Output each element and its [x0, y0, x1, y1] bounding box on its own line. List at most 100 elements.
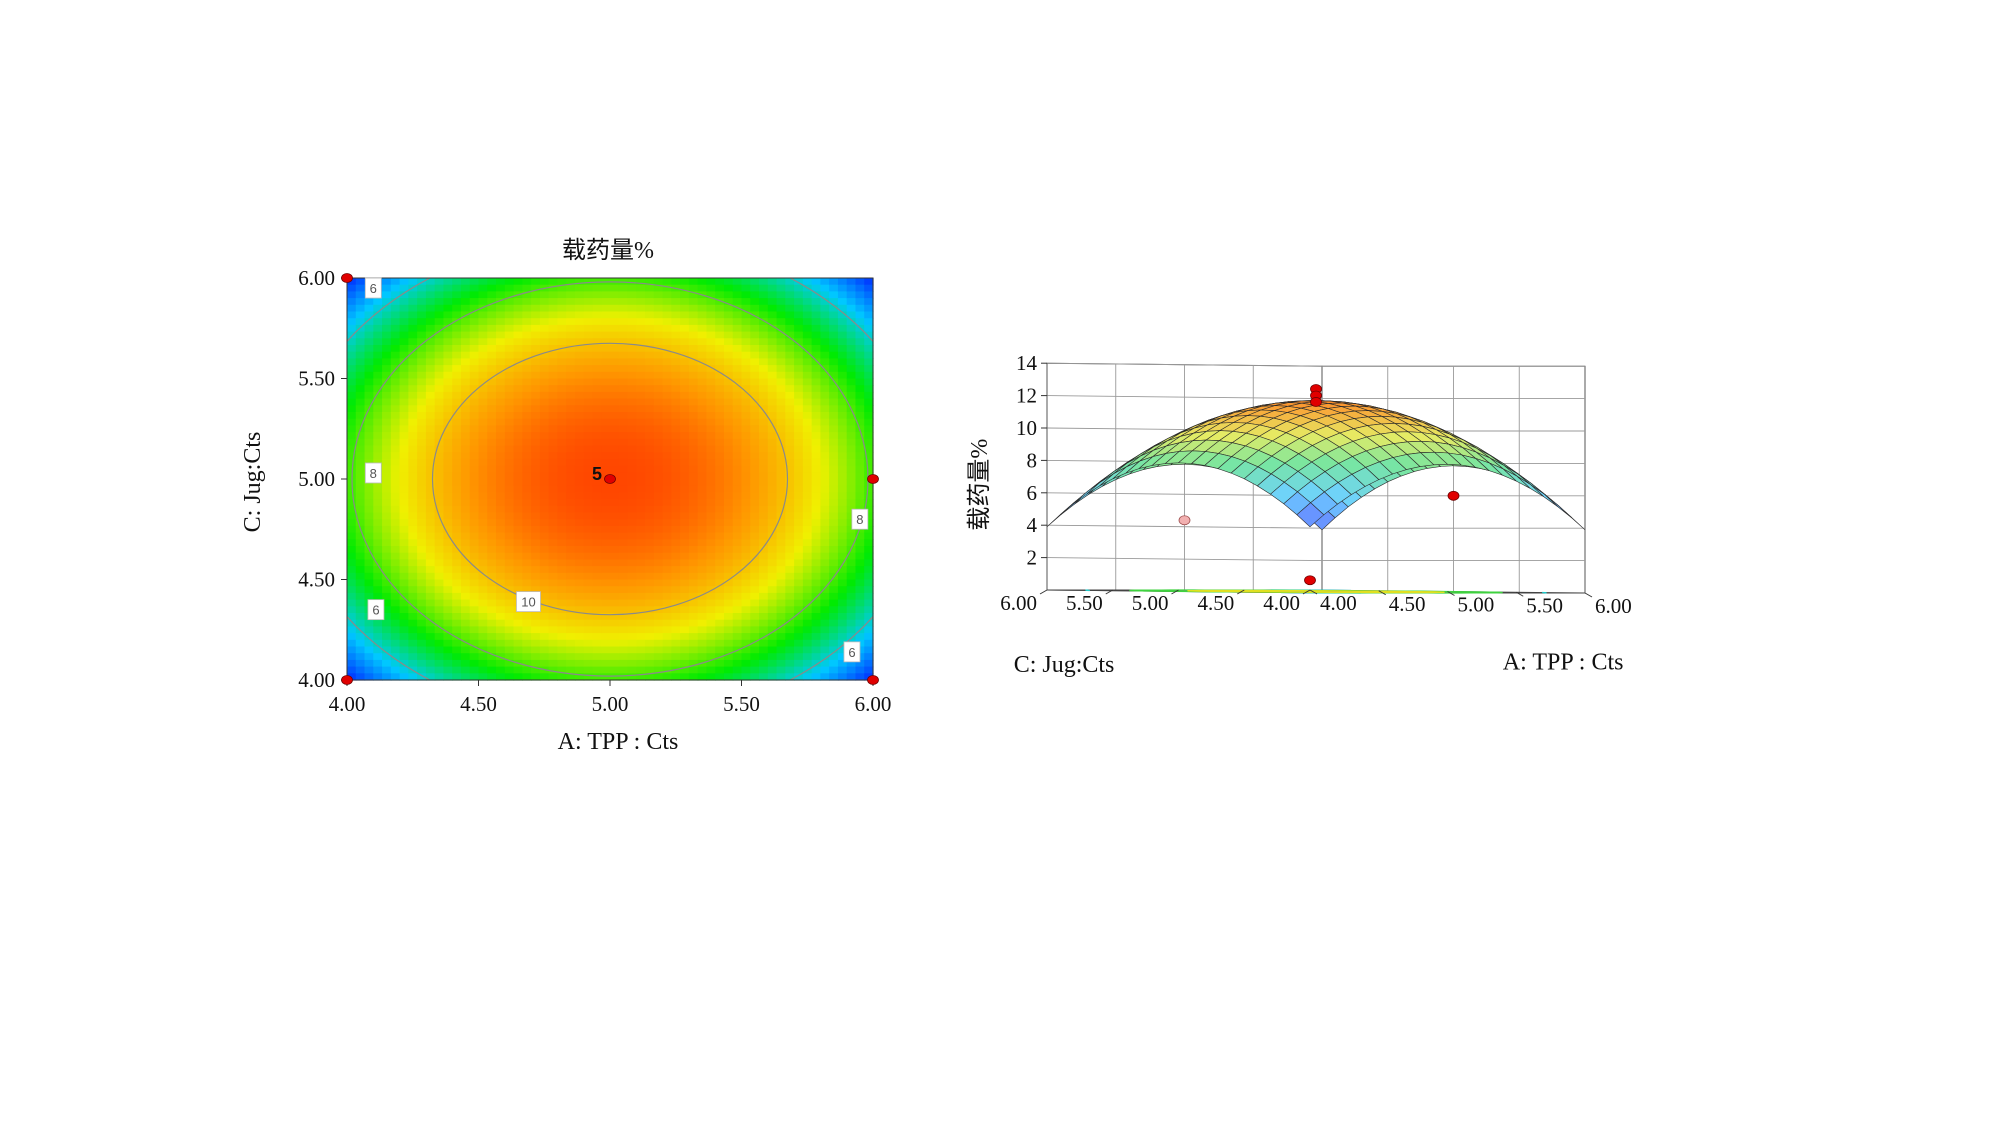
heatmap-cell [794, 385, 804, 393]
contour-label-box [843, 641, 861, 663]
heatmap-cell [566, 385, 576, 393]
heatmap-cell [592, 345, 602, 353]
heatmap-cell [531, 458, 541, 467]
heatmap-cell [504, 358, 515, 366]
heatmap-cell [741, 378, 751, 386]
heatmap-cell [522, 646, 532, 654]
heatmap-cell [776, 351, 786, 359]
heatmap-cell [732, 512, 743, 520]
heatmap-cell [653, 378, 664, 386]
heatmap-cell [829, 666, 839, 674]
heatmap-cell [811, 345, 821, 353]
heatmap-cell [715, 505, 725, 514]
heatmap-cell [583, 613, 594, 621]
heatmap-cell [671, 278, 681, 286]
heatmap-cell [390, 298, 401, 306]
heatmap-cell [513, 546, 523, 554]
heatmap-cell [504, 284, 515, 292]
heatmap-cell [671, 619, 681, 627]
heatmap-cell [829, 304, 839, 313]
heatmap-cell [680, 405, 690, 413]
heatmap-cell [373, 485, 383, 493]
heatmap-cell [671, 358, 681, 366]
heatmap-cell [732, 291, 743, 299]
heatmap-cell [373, 385, 383, 393]
heatmap-cell [434, 465, 445, 473]
heatmap-cell [653, 405, 664, 413]
heatmap-cell [460, 599, 471, 607]
heatmap-cell [794, 559, 804, 567]
heatmap-cell [662, 512, 672, 520]
heatmap-cell [846, 633, 857, 641]
heatmap-cell [399, 626, 409, 634]
heatmap-cell [531, 532, 541, 540]
heatmap-cell [513, 646, 523, 654]
heatmap-cell [417, 472, 427, 480]
heatmap-cell [592, 432, 602, 440]
heatmap-cell [618, 445, 629, 453]
heatmap-cell [460, 606, 471, 614]
heatmap-cell [750, 599, 760, 607]
heatmap-cell [653, 291, 664, 299]
heatmap-cell [829, 385, 839, 393]
heatmap-cell [802, 505, 813, 514]
heatmap-cell [750, 412, 760, 420]
heatmap-cell [399, 432, 409, 440]
heatmap-cell [513, 519, 523, 527]
heatmap-cell [645, 666, 655, 674]
heatmap-cell [557, 438, 567, 447]
heatmap-cell [855, 619, 865, 627]
heatmap-cell [557, 592, 567, 601]
heatmap-cell [723, 278, 734, 286]
heatmap-cell [460, 324, 471, 333]
design-point [1304, 575, 1316, 586]
heatmap-cell [382, 284, 392, 292]
heatmap-cell [864, 646, 874, 654]
heatmap-cell [785, 465, 795, 473]
contour-level-label: 6 [843, 641, 861, 663]
heatmap-cell [443, 505, 453, 514]
heatmap-cell [697, 345, 708, 353]
heatmap-cell [355, 418, 366, 426]
heatmap-cell [390, 318, 401, 326]
heatmap-cell [531, 405, 541, 413]
heatmap-cell [566, 626, 576, 634]
heatmap-cell [408, 673, 418, 681]
heatmap-cell [364, 324, 374, 333]
heatmap-cell [723, 485, 734, 493]
heatmap-cell [347, 298, 357, 306]
heatmap-cell [460, 385, 471, 393]
heatmap-cell [706, 452, 716, 460]
heatmap-cell [583, 566, 594, 574]
heatmap-cell [741, 566, 751, 574]
x-tick-label: 4.00 [329, 692, 366, 716]
heatmap-cell [425, 318, 436, 326]
heatmap-cell [855, 465, 865, 473]
heatmap-cell [347, 304, 357, 313]
heatmap-cell [504, 324, 515, 333]
heatmap-cell [557, 579, 567, 587]
heatmap-cell [671, 479, 681, 487]
heatmap-cell [469, 653, 480, 661]
heatmap-cell [829, 525, 839, 534]
heatmap-cell [653, 619, 664, 627]
heatmap-cell [434, 385, 445, 393]
heatmap-cell [460, 673, 471, 681]
heatmap-cell [680, 673, 690, 681]
heatmap-cell [522, 512, 532, 520]
heatmap-cell [566, 653, 576, 661]
heatmap-cell [680, 465, 690, 473]
heatmap-cell [469, 465, 480, 473]
heatmap-cell [355, 586, 366, 594]
heatmap-cell [399, 391, 409, 400]
heatmap-cell [688, 385, 699, 393]
heatmap-cell [408, 438, 418, 447]
heatmap-cell [487, 284, 497, 292]
heatmap-cell [794, 599, 804, 607]
heatmap-cell [487, 633, 497, 641]
heatmap-cell [610, 291, 620, 299]
heatmap-cell [469, 311, 480, 319]
heatmap-cell [373, 619, 383, 627]
heatmap-cell [504, 452, 515, 460]
heatmap-cell [452, 371, 462, 380]
